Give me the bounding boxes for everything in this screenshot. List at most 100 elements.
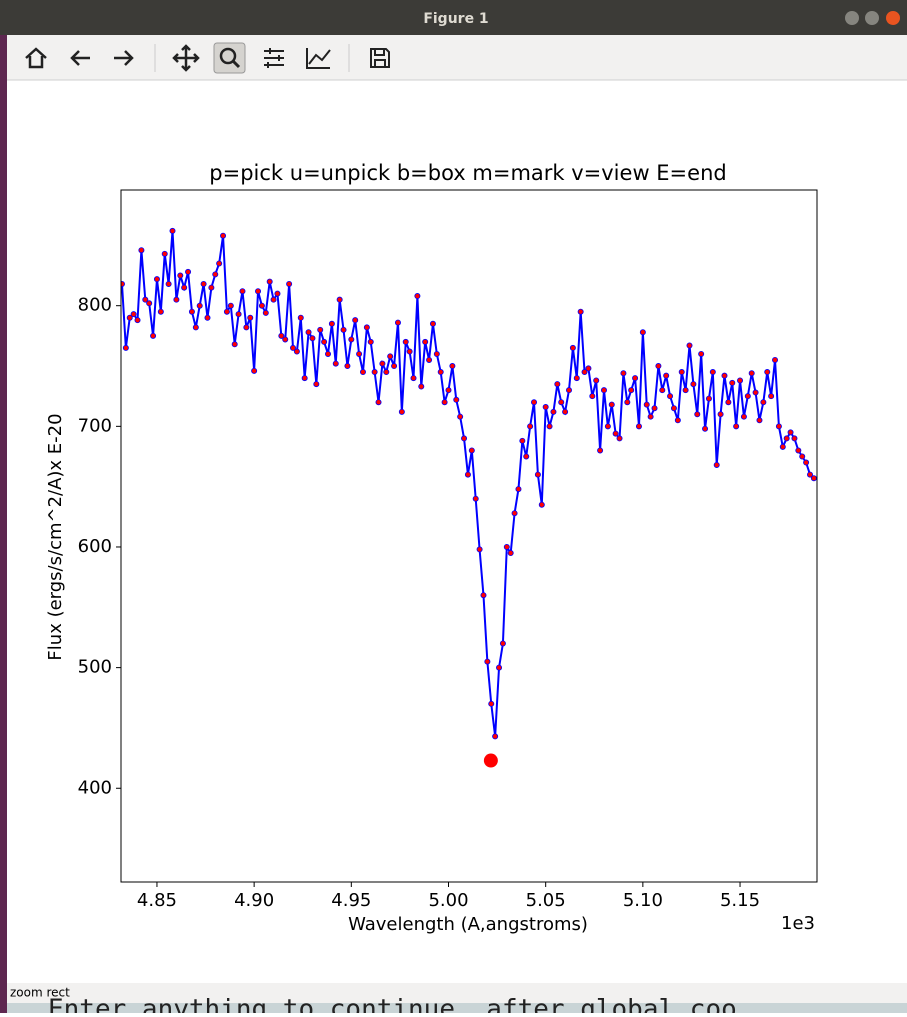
- home-button[interactable]: [25, 47, 47, 69]
- data-point: [620, 370, 627, 377]
- data-point: [146, 300, 153, 307]
- x-tick-label: 5.10: [623, 890, 663, 911]
- edit-axes-button[interactable]: [306, 48, 331, 69]
- data-point: [737, 377, 744, 384]
- data-point: [270, 296, 277, 303]
- data-point: [301, 375, 308, 382]
- data-point: [585, 365, 592, 372]
- data-point: [212, 271, 219, 278]
- title-bar: [0, 0, 907, 35]
- data-point: [134, 317, 141, 324]
- data-point: [775, 423, 782, 430]
- data-point: [433, 350, 440, 357]
- close-button[interactable]: [886, 11, 900, 25]
- configure-button[interactable]: [264, 48, 284, 68]
- desktop-edge: [0, 0, 7, 1013]
- data-point: [744, 393, 751, 400]
- data-point: [531, 399, 538, 406]
- data-point: [286, 280, 293, 287]
- data-point: [667, 393, 674, 400]
- status-bar: [7, 983, 907, 1003]
- data-point: [204, 314, 211, 321]
- data-point: [336, 296, 343, 303]
- data-point: [297, 314, 304, 321]
- data-point: [437, 369, 444, 376]
- data-point: [169, 227, 176, 234]
- save-button[interactable]: [370, 48, 390, 68]
- data-point: [670, 405, 677, 412]
- y-tick-label: 400: [78, 777, 112, 798]
- data-point: [247, 314, 254, 321]
- data-point: [803, 459, 810, 466]
- data-point: [597, 447, 604, 454]
- data-point: [779, 443, 786, 450]
- data-point: [274, 290, 281, 297]
- plot-frame: [120, 189, 818, 883]
- data-point: [624, 399, 631, 406]
- data-point: [546, 423, 553, 430]
- data-point: [406, 348, 413, 355]
- data-point: [515, 486, 522, 493]
- data-point: [371, 369, 378, 376]
- data-point: [527, 423, 534, 430]
- data-point: [363, 324, 370, 331]
- data-point: [457, 413, 464, 420]
- data-point: [511, 510, 518, 517]
- forward-button[interactable]: [114, 50, 134, 66]
- data-point: [507, 550, 514, 557]
- data-point: [589, 393, 596, 400]
- data-point: [709, 369, 716, 376]
- data-point: [799, 453, 806, 460]
- data-point: [562, 408, 569, 415]
- data-point: [422, 338, 429, 345]
- data-point: [153, 276, 160, 283]
- data-point: [262, 309, 269, 316]
- data-point: [480, 592, 487, 599]
- data-point: [538, 501, 545, 508]
- data-point: [705, 395, 712, 402]
- data-point: [760, 399, 767, 406]
- data-point: [565, 387, 572, 394]
- data-point: [394, 319, 401, 326]
- data-point: [717, 411, 724, 418]
- zoom-button[interactable]: [213, 42, 246, 74]
- data-point: [387, 353, 394, 360]
- data-point: [807, 471, 814, 478]
- data-point: [356, 350, 363, 357]
- minimize-button[interactable]: [845, 11, 859, 25]
- data-point: [534, 471, 541, 478]
- data-point: [348, 336, 355, 343]
- data-point: [569, 344, 576, 351]
- pan-button[interactable]: [172, 44, 200, 72]
- data-point: [628, 387, 635, 394]
- data-point: [581, 369, 588, 376]
- data-point: [359, 369, 366, 376]
- data-point: [352, 317, 359, 324]
- data-point: [639, 329, 646, 336]
- maximize-button[interactable]: [865, 11, 879, 25]
- data-point: [612, 430, 619, 437]
- data-point: [208, 284, 215, 291]
- data-point: [196, 302, 203, 309]
- data-point: [290, 344, 297, 351]
- data-point: [266, 278, 273, 285]
- back-button[interactable]: [70, 50, 90, 66]
- data-point: [647, 413, 654, 420]
- data-point: [429, 320, 436, 327]
- status-text: zoom rect: [10, 986, 70, 1000]
- data-point: [604, 423, 611, 430]
- data-point: [188, 308, 195, 315]
- data-point: [398, 408, 405, 415]
- y-tick-label: 500: [78, 657, 112, 678]
- data-point: [251, 367, 258, 374]
- data-point: [674, 417, 681, 424]
- data-point: [550, 408, 557, 415]
- data-point: [558, 399, 565, 406]
- data-point: [702, 425, 709, 432]
- data-point: [305, 329, 312, 336]
- data-point: [255, 288, 262, 295]
- data-point: [161, 250, 168, 257]
- data-point: [449, 363, 456, 370]
